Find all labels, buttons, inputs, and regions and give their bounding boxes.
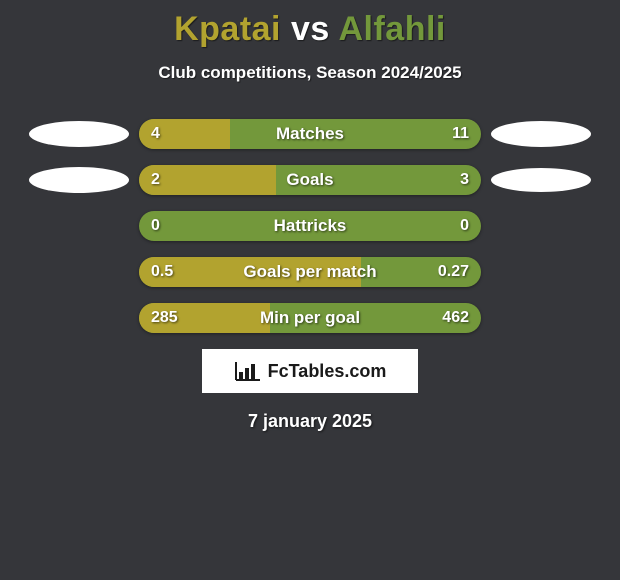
stat-bar: 4Matches11 <box>139 119 481 149</box>
spacer <box>491 257 591 287</box>
stat-bar-fill <box>139 303 270 333</box>
team2-logo-ellipse <box>491 121 591 147</box>
spacer <box>29 303 129 333</box>
spacer <box>29 211 129 241</box>
stat-bar: 0.5Goals per match0.27 <box>139 257 481 287</box>
brand-box: FcTables.com <box>202 349 418 393</box>
stat-bar: 0Hattricks0 <box>139 211 481 241</box>
stat-bar-fill <box>139 165 276 195</box>
spacer <box>491 211 591 241</box>
team1-logo <box>29 119 129 149</box>
comparison-infographic: Kpatai vs Alfahli Club competitions, Sea… <box>0 0 620 580</box>
spacer <box>29 257 129 287</box>
team2-logo <box>491 165 591 195</box>
team1-logo <box>29 165 129 195</box>
stat-label: Hattricks <box>139 211 481 241</box>
team2-logo-ellipse <box>491 168 591 192</box>
stats-area: 4Matches11 2Goals3 0Hattricks0 0.5Goals per… <box>0 119 620 333</box>
brand-text: FcTables.com <box>268 361 387 382</box>
spacer <box>491 303 591 333</box>
page-title: Kpatai vs Alfahli <box>0 0 620 49</box>
stat-value-right: 3 <box>460 165 469 195</box>
team2-logo <box>491 119 591 149</box>
stat-row: 0.5Goals per match0.27 <box>0 257 620 287</box>
stat-row: 285Min per goal462 <box>0 303 620 333</box>
stat-value-right: 0.27 <box>438 257 469 287</box>
stat-value-left: 0 <box>151 211 160 241</box>
title-vs: vs <box>291 10 330 48</box>
stat-value-right: 11 <box>452 119 469 149</box>
team1-logo-ellipse <box>29 121 129 147</box>
player1-name: Kpatai <box>174 10 281 48</box>
stat-row: 4Matches11 <box>0 119 620 149</box>
stat-row: 0Hattricks0 <box>0 211 620 241</box>
subtitle: Club competitions, Season 2024/2025 <box>0 63 620 83</box>
stat-bar-fill <box>139 119 230 149</box>
stat-bar-fill <box>139 257 361 287</box>
player2-name: Alfahli <box>338 10 445 48</box>
team1-logo-ellipse <box>29 167 129 193</box>
date-text: 7 january 2025 <box>0 411 620 432</box>
stat-value-right: 0 <box>460 211 469 241</box>
stat-bar: 285Min per goal462 <box>139 303 481 333</box>
stat-row: 2Goals3 <box>0 165 620 195</box>
stat-bar: 2Goals3 <box>139 165 481 195</box>
brand-chart-icon <box>234 360 262 382</box>
stat-value-right: 462 <box>442 303 469 333</box>
